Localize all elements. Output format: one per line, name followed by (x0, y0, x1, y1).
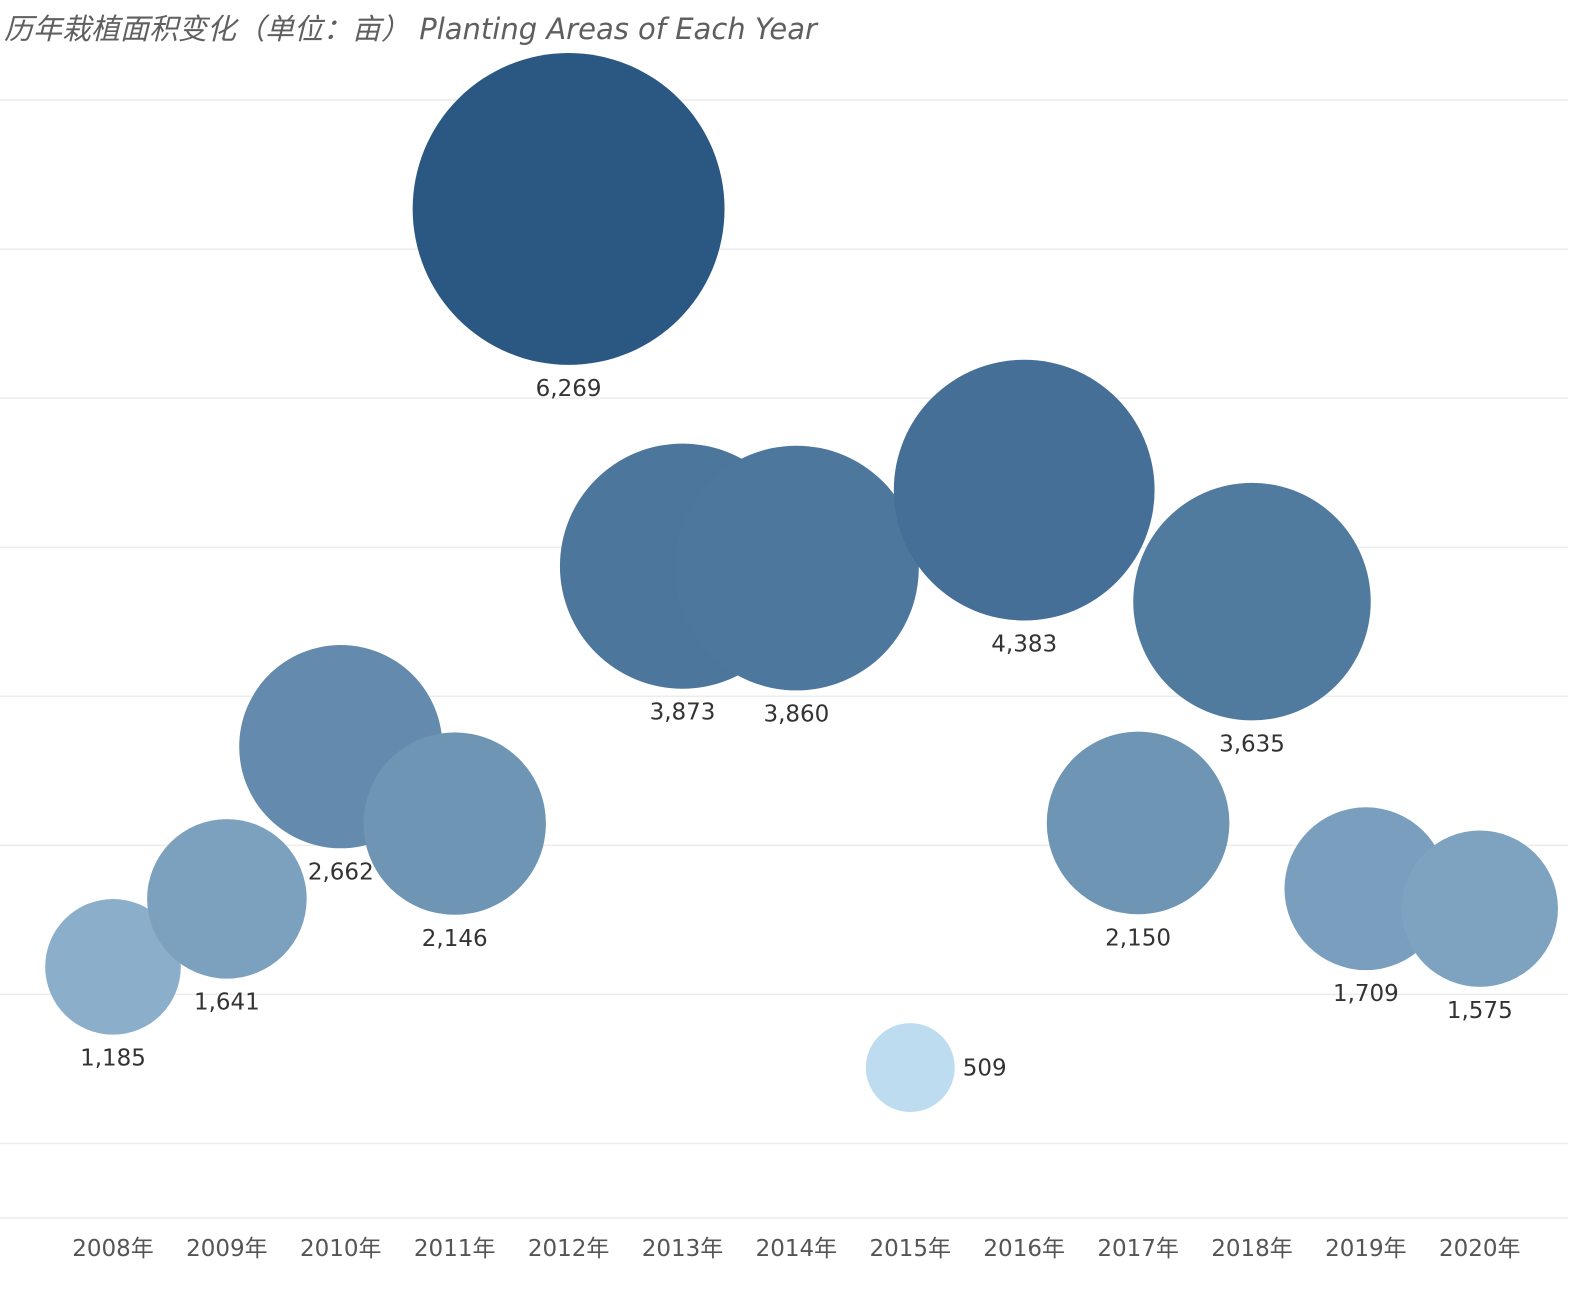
bubble[interactable] (865, 1023, 955, 1113)
x-tick-label: 2019年 (1325, 1236, 1407, 1262)
data-label: 1,709 (1333, 981, 1399, 1007)
x-tick-label: 2017年 (1097, 1236, 1179, 1262)
x-tick-label: 2020年 (1439, 1236, 1521, 1262)
x-tick-label: 2015年 (870, 1236, 952, 1262)
data-label: 2,146 (422, 926, 488, 952)
x-tick-label: 2008年 (72, 1236, 154, 1262)
bubble[interactable] (893, 359, 1155, 621)
data-label: 1,575 (1447, 998, 1513, 1024)
x-tick-label: 2012年 (528, 1236, 610, 1262)
bubble[interactable] (674, 445, 919, 691)
value-labels: 1,185 1,641 2,662 2,146 6,269 3,873 3,860 509 4,… (80, 376, 1513, 1082)
x-tick-label: 2018年 (1211, 1236, 1293, 1262)
x-tick-label: 2009年 (186, 1236, 268, 1262)
data-label: 1,185 (80, 1046, 146, 1072)
data-label: 6,269 (536, 376, 602, 402)
bubble[interactable] (1046, 731, 1230, 915)
bubble[interactable] (363, 732, 546, 915)
x-axis-ticks: 2008年 2009年 2010年 2011年 2012年 2013年 2014年 2015年… (72, 1236, 1520, 1262)
x-tick-label: 2011年 (414, 1236, 496, 1262)
data-label: 3,635 (1219, 731, 1285, 757)
data-label: 2,662 (308, 859, 374, 885)
data-label: 3,873 (650, 700, 716, 726)
bubbles (45, 53, 1558, 1113)
data-label: 509 (963, 1056, 1007, 1082)
bubble[interactable] (147, 819, 307, 979)
x-tick-label: 2010年 (300, 1236, 382, 1262)
bubble[interactable] (1401, 830, 1558, 987)
x-tick-label: 2014年 (756, 1236, 838, 1262)
data-label: 3,860 (763, 701, 829, 727)
bubble[interactable] (412, 53, 725, 365)
data-label: 2,150 (1105, 925, 1171, 951)
x-tick-label: 2016年 (983, 1236, 1065, 1262)
bubble[interactable] (45, 899, 181, 1035)
bubble[interactable] (1133, 482, 1371, 721)
chart-title: 历年栽植面积变化（单位：亩） Planting Areas of Each Ye… (4, 12, 817, 46)
x-tick-label: 2013年 (642, 1236, 724, 1262)
data-label: 1,641 (194, 990, 260, 1016)
data-label: 4,383 (991, 631, 1057, 657)
